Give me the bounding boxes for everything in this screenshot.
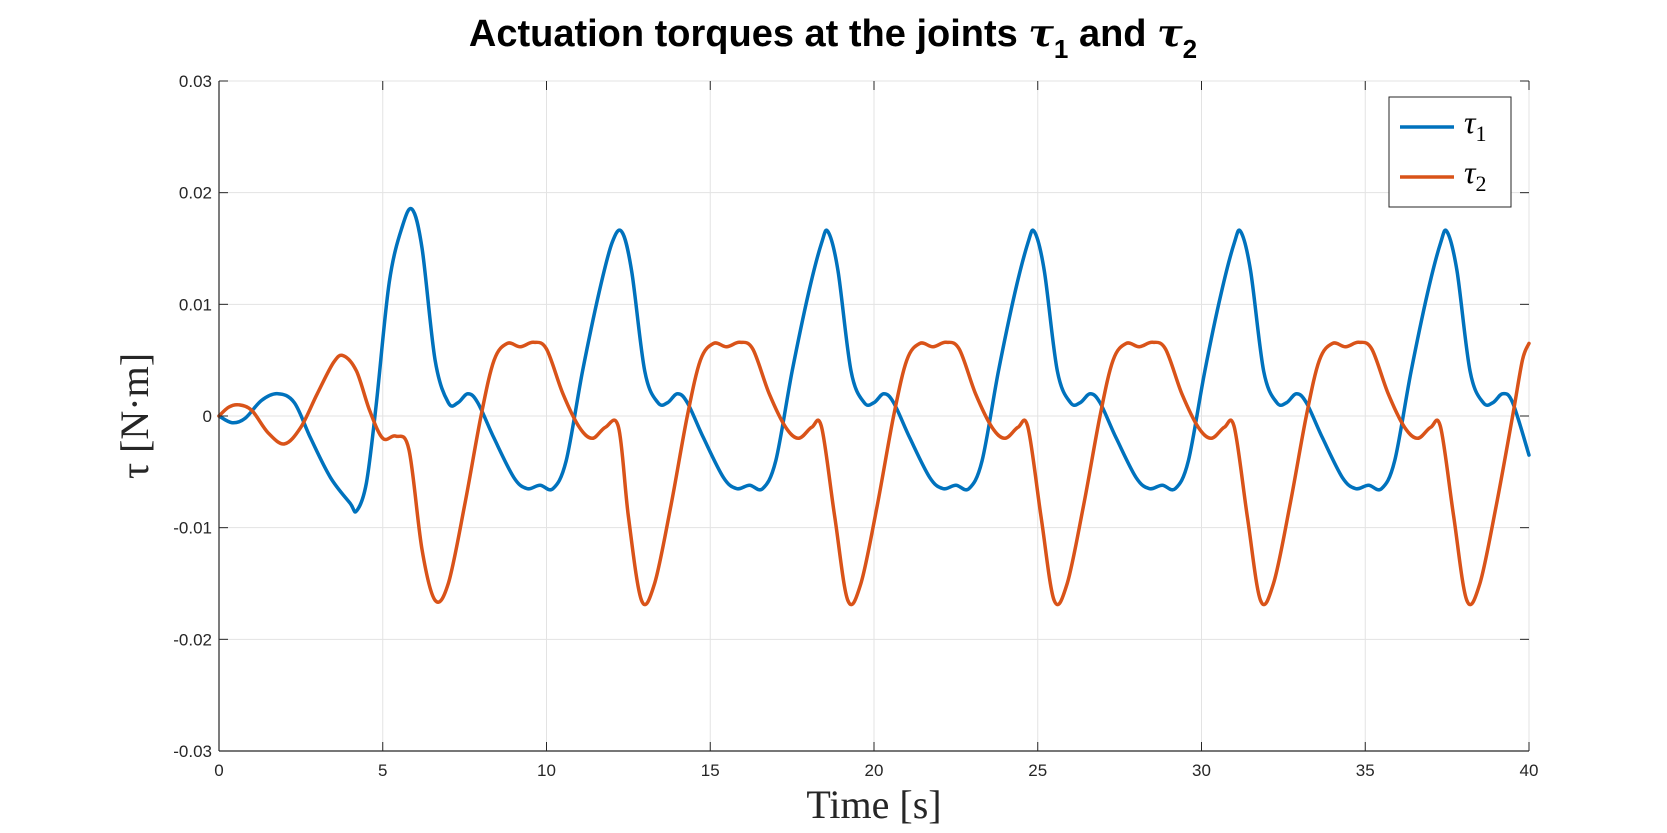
y-tick-label: 0.01 <box>179 295 212 314</box>
legend: τ1 τ2 <box>1388 96 1512 208</box>
series-line-tau2 <box>217 340 1531 607</box>
x-tick-label: 0 <box>214 761 223 780</box>
y-tick-label: 0.02 <box>179 184 212 203</box>
legend-label-tau2: τ2 <box>1464 154 1486 196</box>
y-tick-label: 0 <box>203 407 212 426</box>
legend-tau1-subscript: 1 <box>1475 121 1486 146</box>
y-tick-label: -0.01 <box>173 519 212 538</box>
y-axis-label: τ [N·m] <box>112 353 157 479</box>
legend-tau2-subscript: 2 <box>1475 171 1486 196</box>
x-tick-label: 20 <box>865 761 884 780</box>
axes <box>218 80 1530 752</box>
legend-label-tau1: τ1 <box>1464 104 1486 146</box>
title-tau1-symbol: τ <box>1028 10 1054 55</box>
y-tick-label: -0.02 <box>173 630 212 649</box>
x-tick-label: 35 <box>1356 761 1375 780</box>
title-tau2-symbol: τ <box>1157 10 1183 55</box>
title-tau2-subscript: 2 <box>1183 34 1197 64</box>
x-tick-label: 25 <box>1028 761 1047 780</box>
title-prefix: Actuation torques at the joints <box>469 13 1028 55</box>
legend-tau2-symbol: τ <box>1464 154 1477 190</box>
x-tick-label: 15 <box>701 761 720 780</box>
title-tau1-subscript: 1 <box>1054 34 1068 64</box>
series-lines <box>217 206 1531 607</box>
tick-labels: 0 5 10 15 20 25 30 35 40 -0.03 -0.02 -0.01 0 0.01 0.02… <box>173 72 1538 780</box>
x-axis-label: Time [s] <box>806 782 941 827</box>
legend-tau1-symbol: τ <box>1464 104 1477 140</box>
chart-title: Actuation torques at the joints τ1 and τ… <box>469 10 1197 64</box>
legend-box <box>1388 96 1512 208</box>
y-tick-label: 0.03 <box>179 72 212 91</box>
series-line-tau1 <box>217 206 1531 514</box>
y-tick-label: -0.03 <box>173 742 212 761</box>
x-tick-label: 5 <box>378 761 387 780</box>
x-tick-label: 10 <box>537 761 556 780</box>
x-tick-label: 30 <box>1192 761 1211 780</box>
x-tick-label: 40 <box>1520 761 1539 780</box>
title-middle: and <box>1068 13 1157 55</box>
